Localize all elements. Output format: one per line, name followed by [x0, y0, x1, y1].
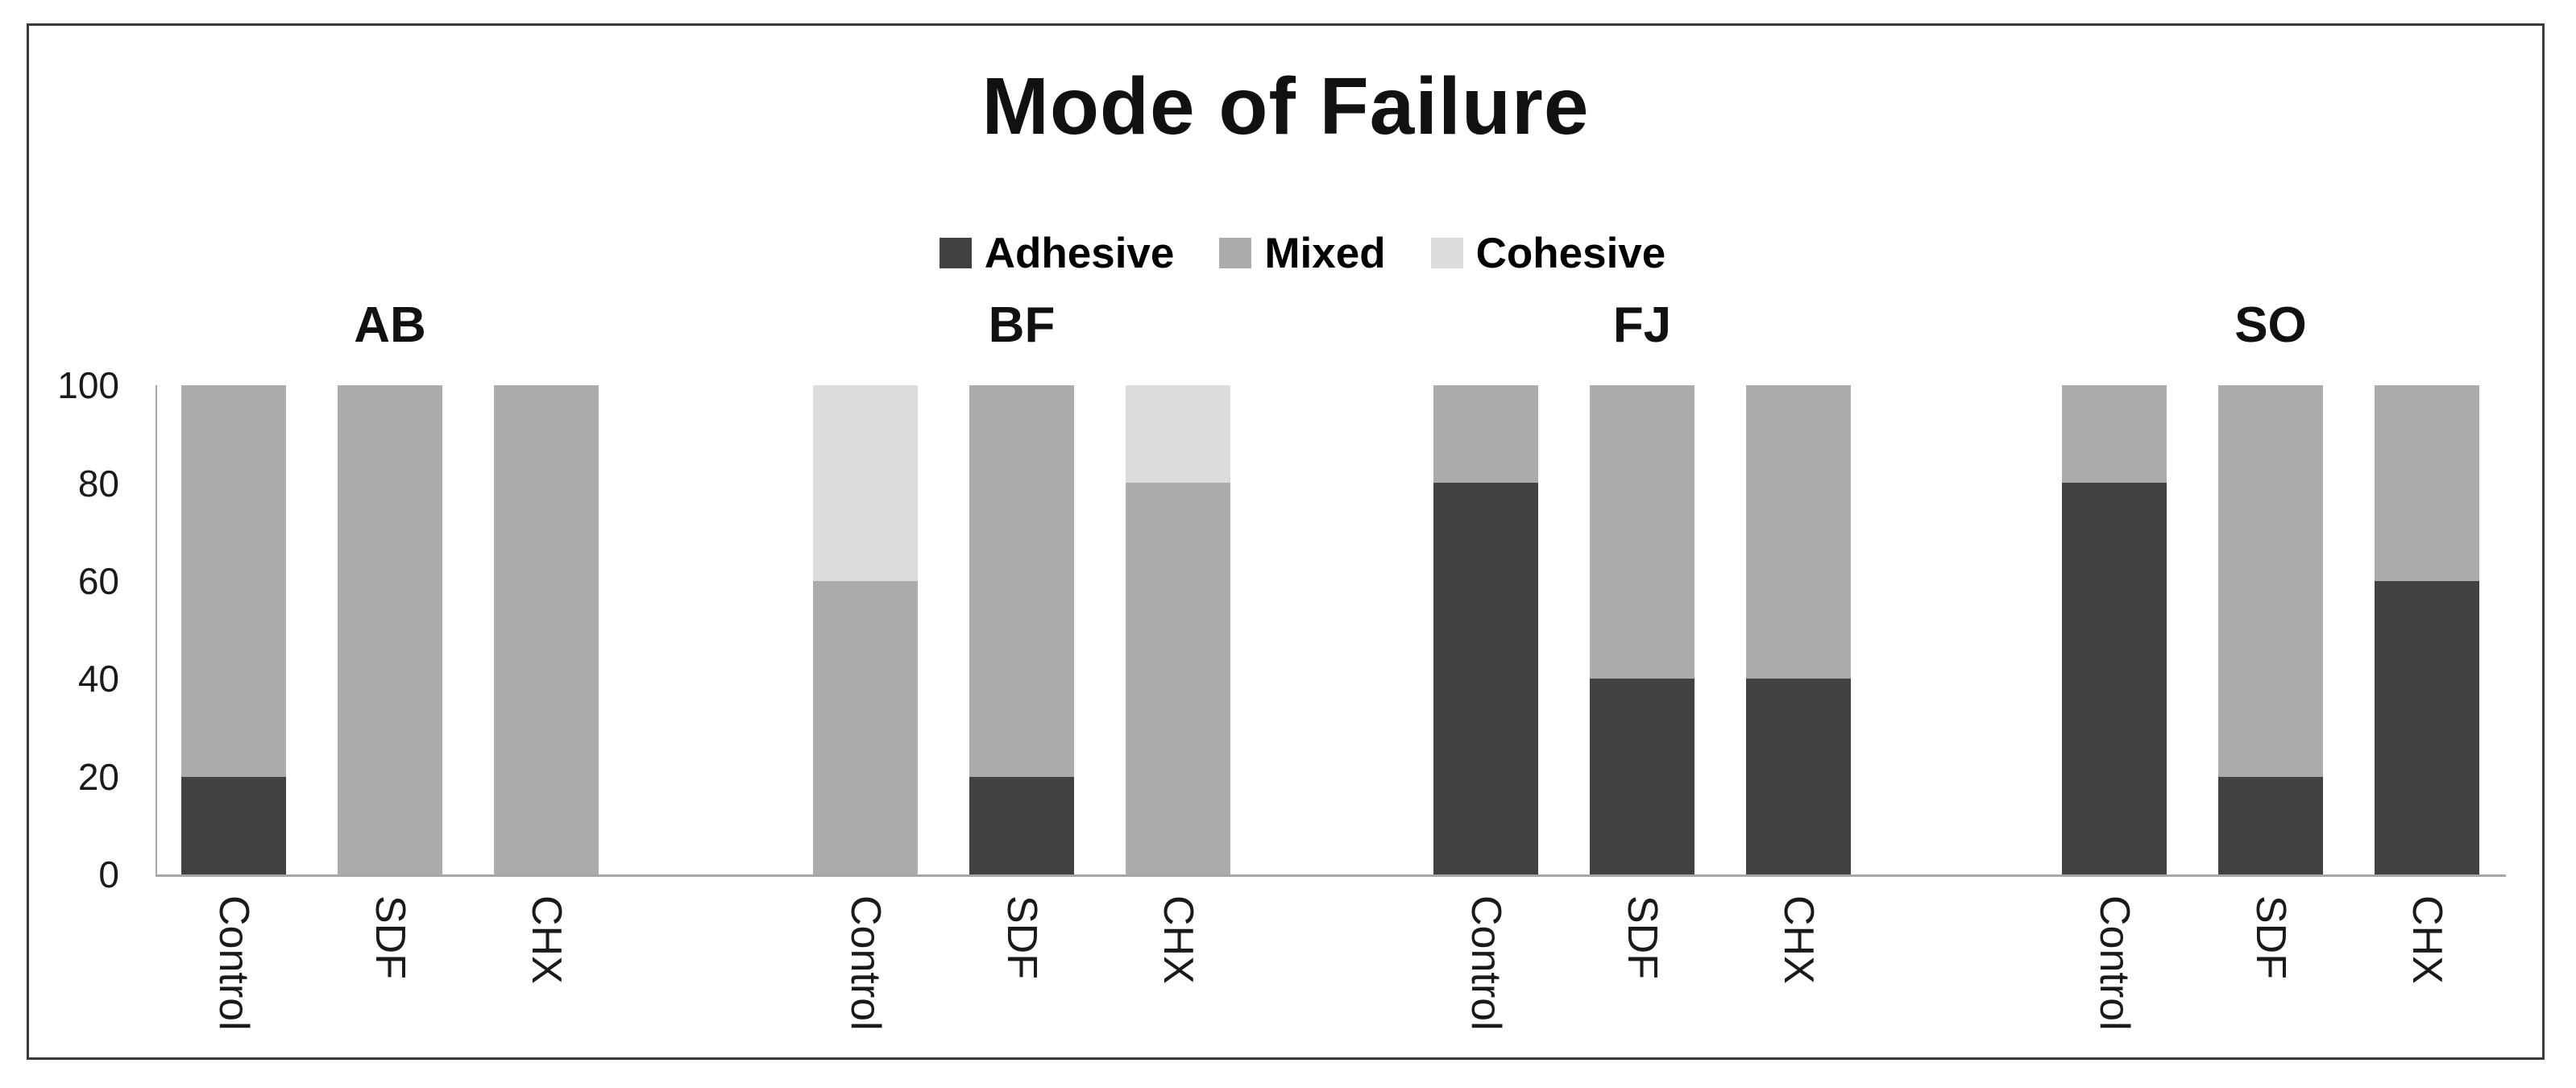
- stacked-bar: [1746, 385, 1851, 874]
- stacked-bar: [1126, 385, 1230, 874]
- bar-segment-adhesive: [969, 776, 1074, 874]
- legend-label-mixed: Mixed: [1264, 229, 1386, 277]
- group-label-so: SO: [2234, 297, 2307, 353]
- bar-slot-sdf: SDF: [1590, 385, 1695, 979]
- stacked-bar: [338, 385, 442, 874]
- x-axis-label: Control: [2091, 895, 2138, 1031]
- legend-item-adhesive: Adhesive: [939, 229, 1175, 277]
- x-axis-label: SDF: [998, 895, 1045, 979]
- bar-segment-adhesive: [1590, 679, 1695, 874]
- x-axis-label: CHX: [1155, 895, 1201, 984]
- x-axis-label: Control: [842, 895, 889, 1031]
- y-axis-line: [156, 385, 157, 877]
- bar-segment-mixed: [813, 580, 918, 874]
- x-axis-label: Control: [210, 895, 257, 1031]
- bar-segment-cohesive: [1126, 385, 1230, 484]
- bar-segment-adhesive: [2062, 483, 2167, 874]
- x-axis-label: SDF: [2247, 895, 2294, 979]
- bar-segment-adhesive: [2375, 580, 2479, 874]
- y-tick-60: 60: [77, 560, 119, 602]
- bar-segment-mixed: [181, 385, 286, 777]
- bar-segment-mixed: [2218, 385, 2323, 777]
- stacked-bar: [494, 385, 599, 874]
- bar-segment-mixed: [338, 385, 442, 874]
- legend-swatch-mixed: [1219, 238, 1252, 268]
- bar-segment-adhesive: [2218, 776, 2323, 874]
- bar-segment-adhesive: [181, 776, 286, 874]
- legend-swatch-cohesive: [1430, 238, 1463, 268]
- bar-slot-control: Control: [1433, 385, 1538, 1031]
- stacked-bar: [2062, 385, 2167, 874]
- x-axis-label: CHX: [1775, 895, 1822, 984]
- bar-slot-control: Control: [181, 385, 286, 1031]
- bar-segment-mixed: [1590, 385, 1695, 679]
- stacked-bar: [2218, 385, 2323, 874]
- bar-slot-chx: CHX: [494, 385, 599, 984]
- bar-slot-sdf: SDF: [2218, 385, 2323, 979]
- x-axis-line: [156, 874, 2506, 877]
- bar-segment-mixed: [494, 385, 599, 874]
- bar-segment-mixed: [1433, 385, 1538, 484]
- legend-item-mixed: Mixed: [1219, 229, 1386, 277]
- y-tick-100: 100: [57, 364, 119, 406]
- bar-slot-chx: CHX: [2375, 385, 2479, 984]
- y-tick-40: 40: [77, 658, 119, 700]
- y-tick-80: 80: [77, 463, 119, 505]
- chart-frame: Mode of Failure Adhesive Mixed Cohesive …: [27, 23, 2545, 1060]
- bar-segment-mixed: [2375, 385, 2479, 581]
- bar-segment-mixed: [1746, 385, 1851, 679]
- bar-segment-mixed: [2062, 385, 2167, 484]
- x-axis-label: SDF: [367, 895, 413, 979]
- legend-label-cohesive: Cohesive: [1475, 229, 1666, 277]
- legend-item-cohesive: Cohesive: [1430, 229, 1666, 277]
- bar-slot-chx: CHX: [1126, 385, 1230, 984]
- legend-swatch-adhesive: [939, 238, 972, 268]
- y-tick-0: 0: [98, 853, 119, 895]
- bar-slot-control: Control: [2062, 385, 2167, 1031]
- stacked-bar: [969, 385, 1074, 874]
- x-axis-label: CHX: [2404, 895, 2450, 984]
- stacked-bar: [1433, 385, 1538, 874]
- stacked-bar: [181, 385, 286, 874]
- bar-group-so: SO Control SDF CHX: [2062, 301, 2479, 1031]
- bar-slot-sdf: SDF: [969, 385, 1074, 979]
- y-tick-20: 20: [77, 756, 119, 798]
- bar-slot-sdf: SDF: [338, 385, 442, 979]
- group-label-bf: BF: [988, 297, 1056, 353]
- stacked-bar: [813, 385, 918, 874]
- bar-group-fj: FJ Control SDF CHX: [1433, 301, 1851, 1031]
- bar-group-ab: AB Control SDF CHX: [181, 301, 599, 1031]
- stacked-bar: [1590, 385, 1695, 874]
- bar-segment-mixed: [1126, 483, 1230, 874]
- bar-segment-cohesive: [813, 385, 918, 581]
- chart-title: Mode of Failure: [981, 61, 1590, 152]
- group-label-ab: AB: [354, 297, 426, 353]
- bar-group-bf: BF Control SDF CHX: [813, 301, 1230, 1031]
- x-axis-label: SDF: [1619, 895, 1665, 979]
- bar-segment-mixed: [969, 385, 1074, 777]
- stacked-bar: [2375, 385, 2479, 874]
- x-axis-label: CHX: [523, 895, 570, 984]
- x-axis-label: Control: [1462, 895, 1509, 1031]
- legend-label-adhesive: Adhesive: [984, 229, 1175, 277]
- bar-segment-adhesive: [1433, 483, 1538, 874]
- group-label-fj: FJ: [1612, 297, 1672, 353]
- bar-slot-control: Control: [813, 385, 918, 1031]
- legend: Adhesive Mixed Cohesive: [63, 229, 2542, 277]
- bar-segment-adhesive: [1746, 679, 1851, 874]
- bar-slot-chx: CHX: [1746, 385, 1851, 984]
